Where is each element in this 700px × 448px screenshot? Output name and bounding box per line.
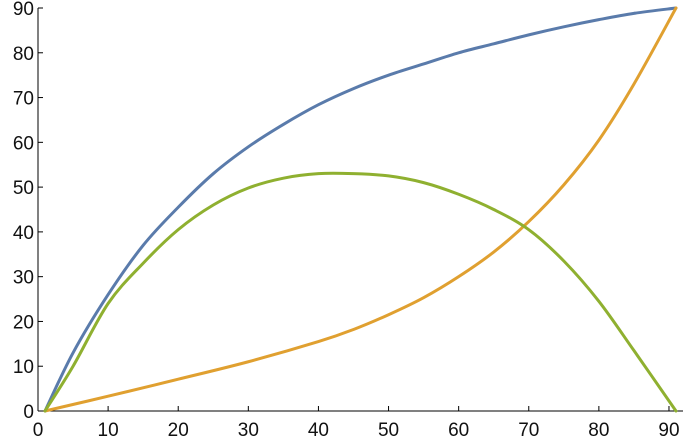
x-tick-label: 10	[98, 420, 119, 441]
x-tick-label: 20	[168, 420, 189, 441]
y-tick-label: 10	[13, 357, 34, 378]
x-tick-label: 60	[448, 420, 469, 441]
y-tick-label: 70	[13, 89, 34, 110]
series-line-2	[43, 6, 678, 413]
x-tick-label: 70	[518, 420, 539, 441]
series-layer	[43, 6, 678, 413]
x-tick-label: 90	[658, 420, 679, 441]
series-line-1	[43, 6, 678, 413]
x-tick-label: 0	[33, 420, 44, 441]
y-tick-label: 0	[23, 402, 34, 423]
ticks-layer: 0 10 20 30 40 50 60 70 80 90 0 10 20 30 40 50 60 70 80 90	[13, 0, 680, 441]
y-tick-label: 50	[13, 178, 34, 199]
y-tick-label: 40	[13, 223, 34, 244]
x-tick-label: 30	[238, 420, 259, 441]
x-tick-label: 40	[308, 420, 329, 441]
x-tick-label: 50	[378, 420, 399, 441]
y-tick-label: 30	[13, 268, 34, 289]
x-tick-label: 80	[588, 420, 609, 441]
y-tick-label: 80	[13, 44, 34, 65]
series-line-3	[43, 171, 678, 413]
y-tick-label: 60	[13, 133, 34, 154]
y-tick-label: 90	[13, 0, 34, 20]
y-tick-label: 20	[13, 312, 34, 333]
